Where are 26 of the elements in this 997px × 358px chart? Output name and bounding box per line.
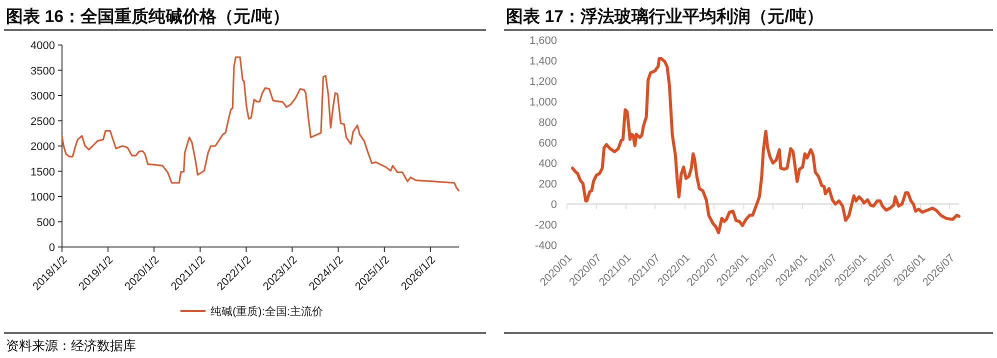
line-series [61,56,460,192]
line-series [570,56,960,234]
y-tick-label: 0 [48,242,55,254]
y-tick-label: -400 [534,240,557,252]
text: 资料来源：经济数据库 [6,338,136,353]
legend-label: 纯碱(重质):全国:主流价 [210,305,323,318]
y-tick-label: 1500 [30,166,55,178]
chart-title: 图表 16：全国重质纯碱价格（元/吨） [6,7,290,26]
y-tick-label: 1000 [30,192,55,204]
y-tick-label: -200 [534,220,557,232]
y-tick-label: 3000 [30,90,55,102]
y-tick-label: 800 [538,117,557,129]
y-tick-label: 1,600 [529,35,557,47]
y-tick-label: 600 [538,138,557,150]
y-tick-label: 1,400 [529,56,557,68]
y-tick-label: 400 [538,158,557,170]
y-tick-label: 200 [538,178,557,190]
y-tick-label: 500 [36,216,55,229]
chart-title: 图表 17：浮法玻璃行业平均利润（元/吨） [506,7,824,26]
y-tick-label: 3500 [30,65,55,78]
y-tick-label: 2000 [30,141,55,153]
y-tick-label: 1,000 [529,96,557,108]
y-tick-label: 2500 [30,116,55,128]
y-tick-label: 0 [550,199,557,211]
y-tick-label: 1,200 [529,76,557,88]
y-tick-label: 4000 [30,40,55,52]
